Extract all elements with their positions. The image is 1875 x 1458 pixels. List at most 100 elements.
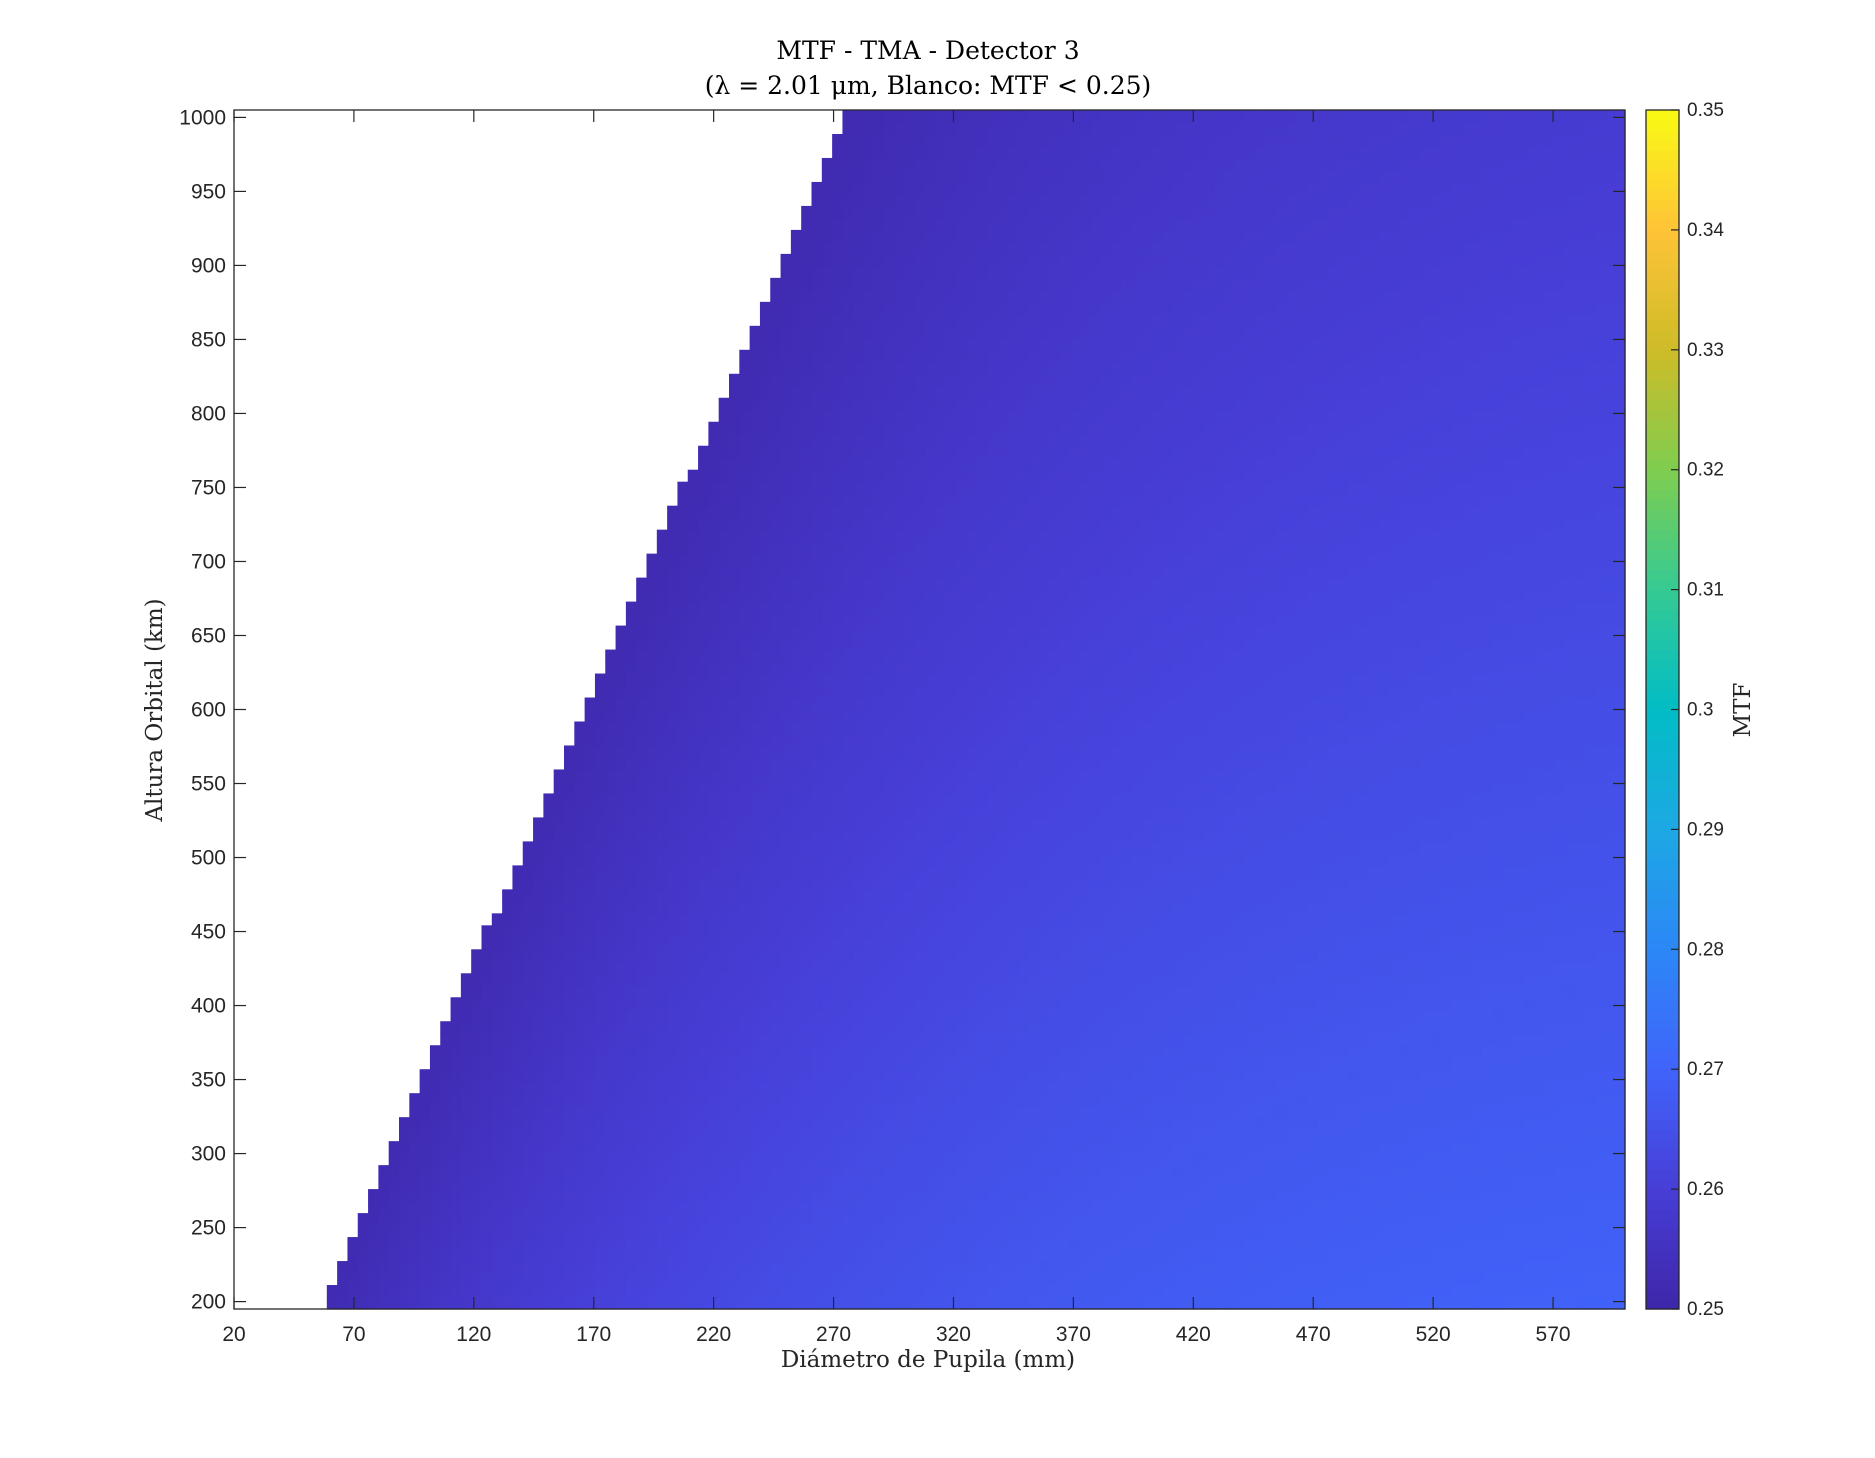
heatmap-cell — [605, 949, 617, 962]
heatmap-cell — [955, 1105, 967, 1118]
heatmap-cell — [677, 937, 689, 950]
heatmap-cell — [1492, 1021, 1504, 1034]
heatmap-cell — [1461, 901, 1473, 914]
heatmap-cell — [460, 1093, 472, 1106]
heatmap-cell — [1471, 937, 1483, 950]
heatmap-cell — [1533, 1177, 1545, 1190]
heatmap-cell — [656, 1117, 668, 1130]
heatmap-cell — [1017, 1129, 1029, 1142]
heatmap-cell — [584, 1153, 596, 1166]
heatmap-cell — [1182, 1033, 1194, 1046]
heatmap-cell — [1059, 877, 1070, 890]
heatmap-cell — [409, 1141, 421, 1154]
heatmap-cell — [790, 1021, 802, 1034]
heatmap-cell — [1440, 1081, 1452, 1094]
heatmap-cell — [522, 1297, 534, 1310]
heatmap-cell — [1409, 877, 1421, 890]
heatmap-cell — [605, 1297, 617, 1310]
heatmap-cell — [1069, 961, 1081, 974]
heatmap-cell — [780, 1081, 792, 1094]
heatmap-cell — [945, 1261, 957, 1274]
heatmap-cell — [636, 1141, 648, 1154]
heatmap-cell — [553, 877, 565, 890]
heatmap-cell — [1285, 1297, 1297, 1310]
heatmap-cell — [1120, 1189, 1132, 1202]
heatmap-cell — [739, 889, 751, 902]
heatmap-cell — [687, 829, 699, 842]
heatmap-cell — [842, 985, 854, 998]
heatmap-cell — [790, 853, 802, 866]
heatmap-cell — [749, 1225, 761, 1238]
heatmap-cell — [1337, 1057, 1349, 1070]
heatmap-cell — [1151, 1093, 1163, 1106]
heatmap-cell — [553, 949, 565, 962]
heatmap-cell — [409, 1273, 421, 1286]
heatmap-cell — [471, 1189, 483, 1202]
heatmap-cell — [1254, 973, 1266, 986]
heatmap-cell — [842, 1129, 854, 1142]
heatmap-cell — [1120, 1045, 1132, 1058]
heatmap-cell — [1327, 1153, 1339, 1166]
heatmap-cell — [832, 1069, 844, 1082]
heatmap-cell — [832, 1297, 844, 1310]
heatmap-cell — [1182, 1045, 1194, 1058]
heatmap-cell — [615, 1045, 627, 1058]
heatmap-cell — [1523, 913, 1534, 926]
heatmap-cell — [1543, 961, 1555, 974]
heatmap-cell — [656, 1201, 668, 1214]
heatmap-cell — [759, 865, 771, 878]
heatmap-cell — [522, 1213, 534, 1226]
heatmap-cell — [883, 853, 895, 866]
heatmap-cell — [1316, 949, 1328, 962]
heatmap-cell — [1028, 1225, 1039, 1238]
heatmap-cell — [594, 1213, 606, 1226]
heatmap-cell — [481, 1093, 493, 1106]
heatmap-cell — [1172, 1021, 1184, 1034]
heatmap-cell — [1368, 961, 1380, 974]
heatmap-cell — [997, 1129, 1009, 1142]
heatmap-cell — [739, 1153, 751, 1166]
heatmap-cell — [1069, 1033, 1081, 1046]
heatmap-cell — [502, 1249, 514, 1262]
heatmap-cell — [1337, 913, 1349, 926]
heatmap-cell — [1399, 925, 1411, 938]
heatmap-cell — [564, 1261, 575, 1274]
heatmap-cell — [460, 1225, 472, 1238]
heatmap-cell — [1605, 865, 1617, 878]
heatmap-cell — [594, 1165, 606, 1178]
heatmap-cell — [1193, 817, 1204, 830]
heatmap-cell — [491, 1057, 503, 1070]
heatmap-cell — [1275, 865, 1287, 878]
heatmap-cell — [1203, 853, 1215, 866]
heatmap-cell — [842, 1249, 854, 1262]
heatmap-cell — [1419, 841, 1431, 854]
heatmap-cell — [811, 793, 823, 807]
heatmap-cell — [533, 1225, 544, 1238]
heatmap-cell — [1275, 1273, 1287, 1286]
heatmap-cell — [656, 805, 668, 819]
heatmap-cell — [1502, 1261, 1514, 1274]
heatmap-cell — [1120, 1213, 1132, 1226]
heatmap-cell — [739, 1261, 751, 1274]
heatmap-cell — [708, 1129, 720, 1142]
heatmap-cell — [986, 853, 998, 866]
heatmap-cell — [1213, 1117, 1225, 1130]
heatmap-cell — [1450, 877, 1462, 890]
heatmap-cell — [821, 865, 833, 878]
heatmap-cell — [481, 1225, 493, 1238]
heatmap-cell — [594, 889, 606, 902]
heatmap-cell — [512, 913, 524, 926]
heatmap-cell — [1213, 1141, 1225, 1154]
heatmap-cell — [1440, 937, 1452, 950]
heatmap-cell — [759, 961, 771, 974]
heatmap-cell — [852, 1033, 864, 1046]
heatmap-cell — [594, 793, 606, 807]
heatmap-cell — [935, 841, 947, 854]
heatmap-cell — [594, 829, 606, 842]
heatmap-cell — [986, 1045, 998, 1058]
heatmap-cell — [368, 1225, 379, 1238]
heatmap-cell — [1306, 949, 1318, 962]
heatmap-cell — [955, 817, 967, 830]
heatmap-cell — [1605, 973, 1617, 986]
heatmap-cell — [1244, 997, 1256, 1010]
